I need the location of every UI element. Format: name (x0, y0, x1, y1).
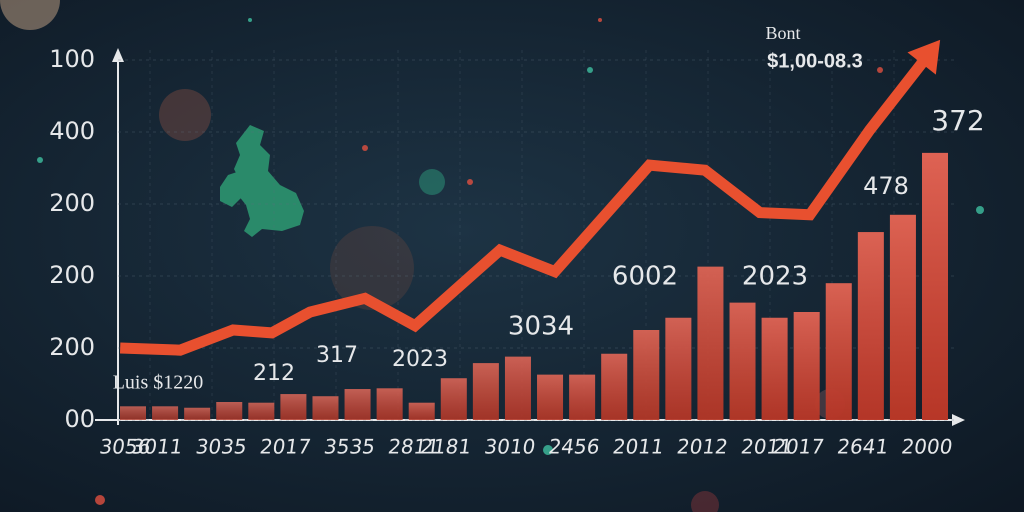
bar-group (216, 402, 243, 420)
y-tick-label: 200 (49, 189, 95, 217)
bar-shade (793, 312, 820, 420)
bar-shade (825, 283, 852, 420)
x-tick-label: 3010 (483, 435, 537, 459)
bar-group (344, 389, 371, 420)
bar-shade (697, 266, 724, 420)
annotation: 372 (931, 104, 984, 137)
bar-group (280, 394, 307, 420)
bar-shade (569, 374, 596, 420)
bar-shade (857, 232, 884, 420)
bar-group (857, 232, 884, 420)
bar-group (120, 406, 146, 420)
y-tick-label: 200 (49, 333, 95, 361)
annotation: 212 (253, 361, 295, 386)
annotation: 478 (863, 172, 909, 200)
x-tick-label: 2181 (419, 435, 473, 459)
x-tick-label: 2012 (675, 435, 729, 459)
bar-group (537, 374, 564, 420)
bar-shade (184, 407, 211, 420)
bar-group (408, 402, 435, 420)
y-axis-arrow (112, 48, 124, 62)
x-tick-label: 2011 (611, 435, 665, 459)
bar-shade (216, 402, 243, 420)
bar-group (472, 363, 499, 420)
annotation: 2023 (392, 347, 448, 372)
bar-group (312, 396, 339, 420)
x-tick-label: 2000 (900, 435, 954, 459)
bar-shade (248, 402, 275, 420)
bar-group (152, 406, 179, 420)
bar-shade (889, 214, 916, 420)
map-shape (220, 125, 304, 237)
bar-shade (504, 356, 531, 420)
bar-shade (472, 363, 499, 420)
bar-shade (922, 152, 948, 420)
bar-group (440, 378, 467, 420)
bar-shade (408, 402, 435, 420)
bar-group (248, 402, 275, 420)
bar-shade (537, 374, 564, 420)
bar-group (376, 388, 403, 420)
bar-group (569, 374, 596, 420)
x-tick-label: 3535 (322, 435, 376, 459)
y-tick-label: 200 (49, 261, 95, 289)
bar-shade (665, 317, 692, 420)
annotation: 317 (316, 343, 358, 368)
bar-shade (633, 330, 660, 420)
bar-shade (761, 317, 788, 420)
bar-shade (312, 396, 339, 420)
bar-group (729, 302, 756, 420)
bar-group (793, 312, 820, 420)
x-tick-label: 2456 (547, 435, 601, 459)
bar-shade (376, 388, 403, 420)
trend-arrowhead (907, 39, 941, 75)
bar-group (601, 353, 628, 420)
bar-group (665, 317, 692, 420)
bar-group (184, 407, 211, 420)
bar-shade (601, 353, 628, 420)
x-tick-label: 2017 (258, 435, 312, 459)
x-tick-label: 3011 (130, 435, 184, 459)
y-tick-label: 400 (49, 117, 95, 145)
bar-shade (152, 406, 179, 420)
bar-shade (440, 378, 467, 420)
x-tick-label: 2811 (387, 435, 441, 459)
bar-shade (120, 406, 146, 420)
x-tick-label: 3035 (194, 435, 248, 459)
x-tick-label: 2017 (772, 435, 826, 459)
annotation: 2023 (742, 262, 808, 292)
annotation: 6002 (612, 262, 678, 292)
bar-group (504, 356, 531, 420)
x-tick-label: 2011 (739, 435, 793, 459)
annotation: Bont (765, 23, 800, 43)
bar-shade (280, 394, 307, 420)
y-tick-label: 00 (64, 405, 95, 433)
bar-group (889, 214, 916, 420)
bar-group (761, 317, 788, 420)
x-tick-label: 3056 (98, 435, 152, 459)
x-axis-arrow (952, 414, 965, 426)
y-tick-label: 100 (49, 45, 95, 73)
bar-group (922, 152, 948, 420)
annotation: Luis $1220 (113, 372, 204, 394)
bar-group (825, 283, 852, 420)
bar-group (697, 266, 724, 420)
bar-shade (729, 302, 756, 420)
annotation: $1,00-08.3 (767, 50, 863, 72)
trend-line (119, 53, 931, 356)
x-tick-label: 2641 (836, 435, 890, 459)
bar-group (633, 330, 660, 420)
bar-shade (344, 389, 371, 420)
annotation: 3034 (508, 312, 574, 342)
